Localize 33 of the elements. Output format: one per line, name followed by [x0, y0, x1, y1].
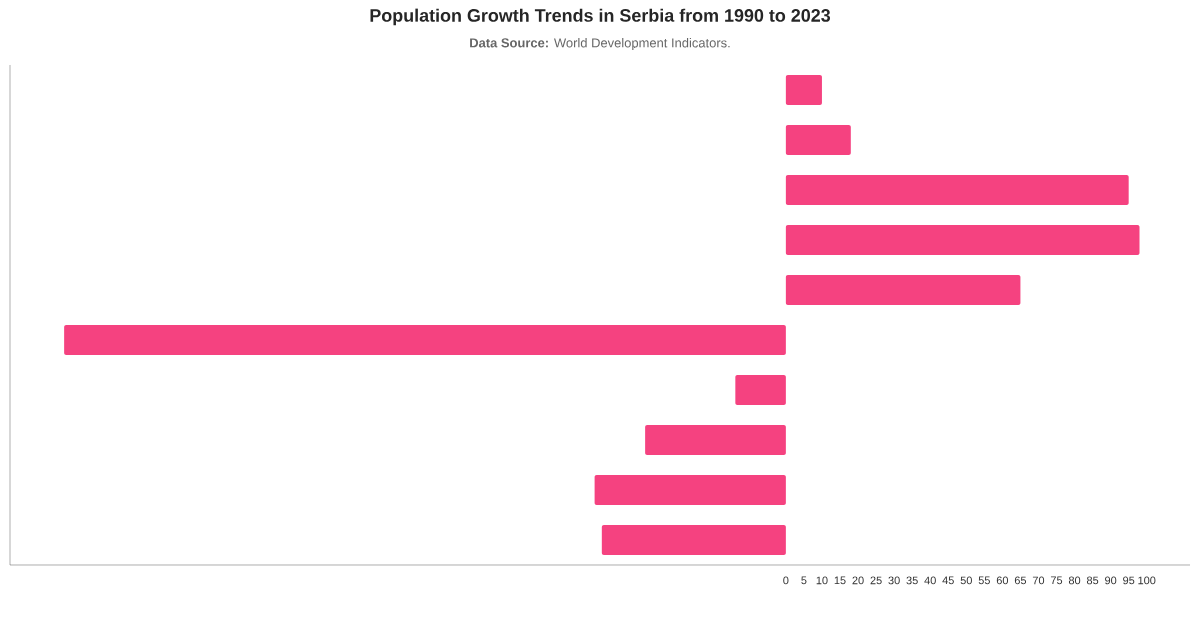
chart-subtitle: Data Source: World Development Indicators. [470, 37, 730, 51]
chart-title: Population Growth Trends in Serbia from 1990 to 2023 [370, 8, 831, 26]
x-tick-label: 75 [1050, 576, 1063, 585]
x-tick-label: 70 [1032, 576, 1045, 585]
x-tick-label: 95 [1123, 576, 1135, 585]
x-tick-label: 50 [960, 576, 972, 585]
bar [594, 474, 786, 505]
x-tick-label: 55 [978, 576, 990, 585]
bar [785, 74, 822, 105]
bar [785, 174, 1129, 205]
x-tick-label: 5 [801, 576, 807, 585]
bar [735, 374, 786, 405]
bar [785, 274, 1021, 305]
x-tick-label: 40 [924, 576, 936, 585]
x-tick-label: 85 [1086, 576, 1099, 585]
x-tick-label: 60 [996, 576, 1009, 585]
x-tick-label: 15 [834, 576, 846, 585]
bar [64, 324, 786, 355]
x-tick-label: 45 [942, 576, 954, 585]
x-tick-label: 80 [1068, 576, 1081, 585]
x-tick-label: 25 [870, 576, 882, 585]
bar [785, 124, 851, 155]
x-tick-label: 30 [888, 576, 900, 585]
bar [785, 224, 1140, 255]
x-tick-label: 100 [1138, 576, 1156, 585]
bar [645, 424, 786, 455]
x-tick-label: 65 [1014, 576, 1027, 585]
x-tick-label: 20 [852, 576, 864, 585]
x-tick-label: 35 [906, 576, 918, 585]
x-tick-label: 0 [783, 576, 789, 585]
bar [601, 524, 786, 555]
x-tick-label: 10 [816, 576, 828, 585]
x-tick-label: 90 [1105, 576, 1117, 585]
